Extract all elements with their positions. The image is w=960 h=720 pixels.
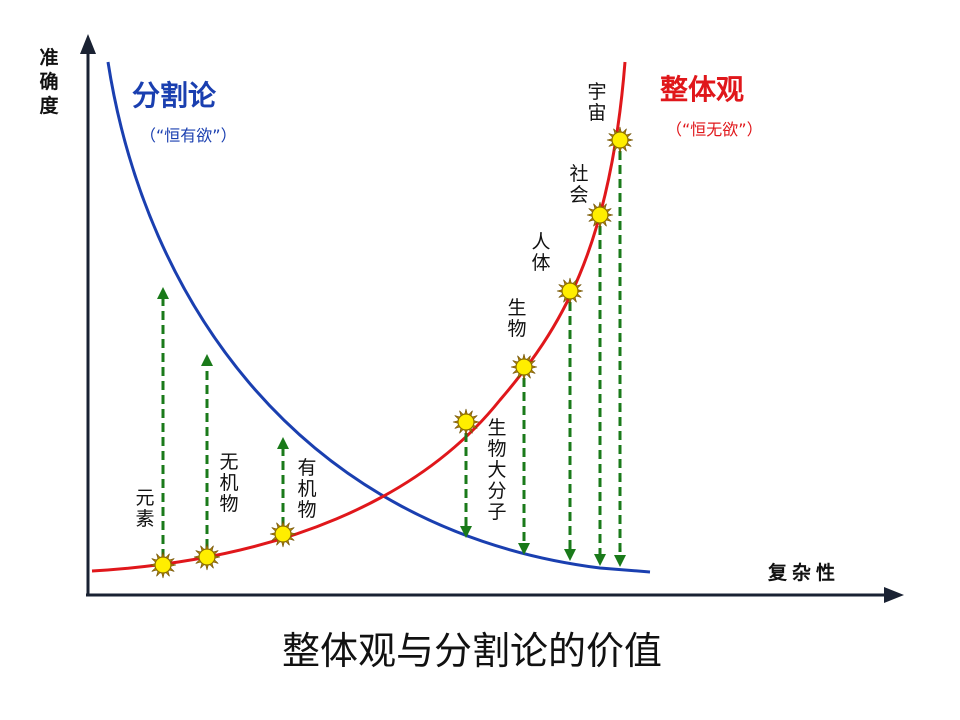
sun-marker-inorganic xyxy=(193,543,221,571)
divisionism-curve xyxy=(106,61,651,574)
divisionism-note: （“恒有欲”） xyxy=(140,126,237,145)
level-label-biomolecule: 生物大分子 xyxy=(487,417,507,523)
arrowhead-biomolecule xyxy=(460,526,472,538)
sun-marker-biomolecule xyxy=(452,408,480,436)
page-title: 整体观与分割论的价值 xyxy=(282,629,663,673)
arrowhead-organism xyxy=(518,543,530,555)
level-label-organism: 生物 xyxy=(507,297,527,340)
y-axis-label: 准确度 xyxy=(39,47,59,117)
holism-label: 整体观 xyxy=(660,73,745,106)
level-label-society: 社会 xyxy=(569,163,589,206)
level-label-human-body: 人体 xyxy=(531,231,551,274)
arrowhead-society xyxy=(594,554,606,566)
sun-marker-organic xyxy=(269,520,297,548)
level-label-organic: 有机物 xyxy=(297,457,317,521)
arrowhead-human-body xyxy=(564,549,576,561)
y-axis-arrowhead xyxy=(80,34,96,54)
sun-marker-human-body xyxy=(556,277,584,305)
sun-marker-organism xyxy=(510,353,538,381)
level-label-inorganic: 无机物 xyxy=(219,451,239,515)
divisionism-label: 分割论 xyxy=(132,79,217,112)
sun-marker-society xyxy=(586,201,614,229)
sun-marker-elements xyxy=(149,551,177,579)
arrowhead-elements xyxy=(157,287,169,299)
arrow-group xyxy=(157,151,626,567)
arrowhead-universe xyxy=(614,555,626,567)
holism-note: （“恒无欲”） xyxy=(666,120,763,139)
level-label-universe: 宇宙 xyxy=(587,81,607,124)
arrowhead-organic xyxy=(277,437,289,449)
sun-marker-universe xyxy=(606,126,634,154)
arrowhead-inorganic xyxy=(201,354,213,366)
marker-group xyxy=(149,126,634,579)
level-label-elements: 元素 xyxy=(135,487,155,530)
x-axis-label: 复杂性 xyxy=(768,562,841,584)
x-axis-arrowhead xyxy=(884,587,904,603)
